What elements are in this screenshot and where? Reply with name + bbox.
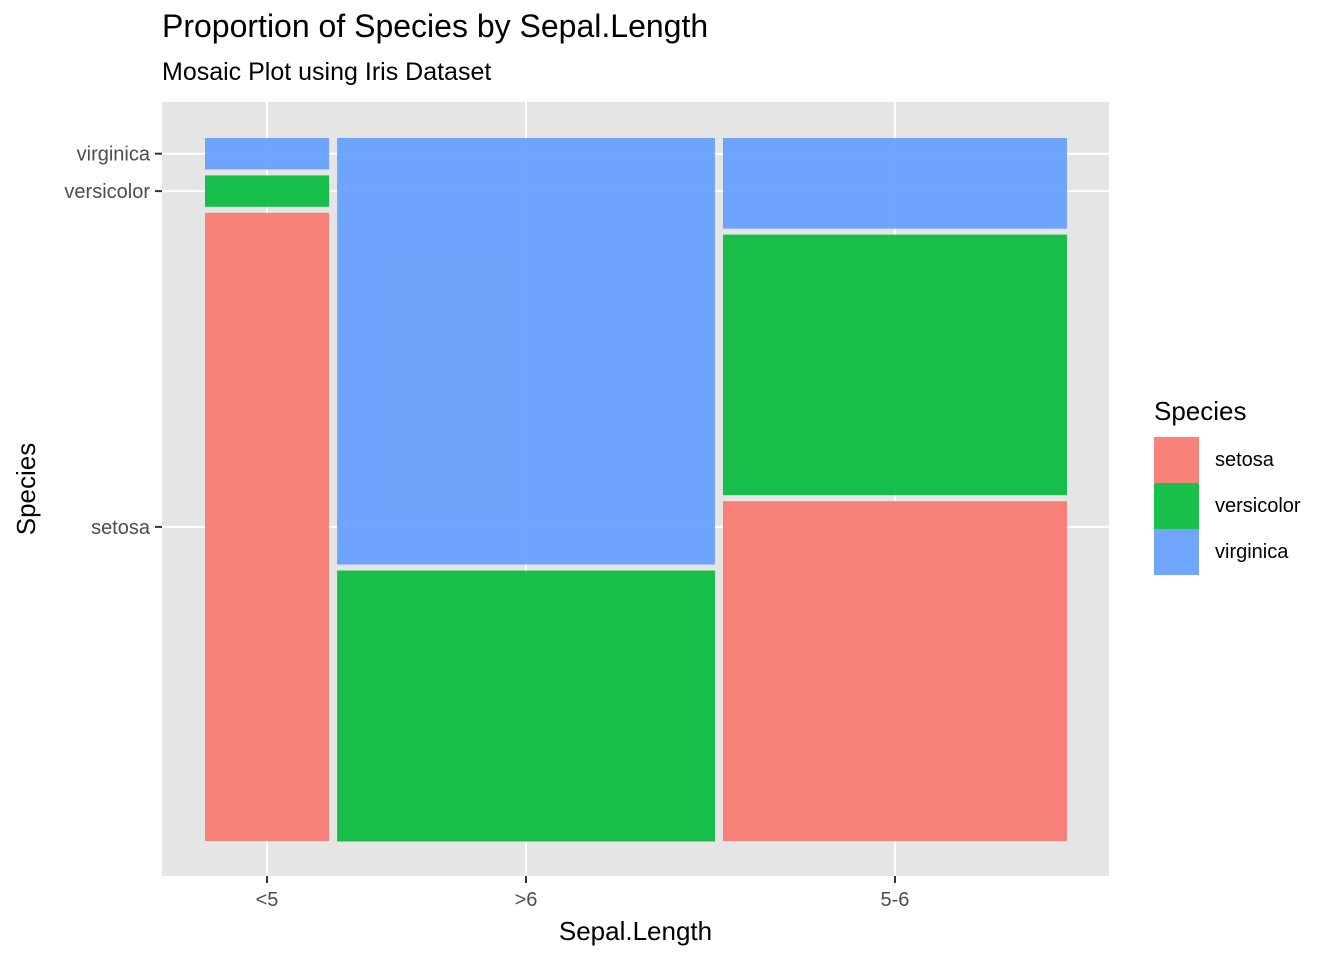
mosaic-tile-virginica-2 xyxy=(722,138,1067,229)
legend-key-versicolor xyxy=(1154,483,1199,529)
legend-label-virginica: virginica xyxy=(1215,540,1289,563)
chart-title: Proportion of Species by Sepal.Length xyxy=(162,8,709,44)
x-axis-title: Sepal.Length xyxy=(559,916,712,946)
legend-title: Species xyxy=(1154,396,1247,426)
x-tick-label-1: >6 xyxy=(515,889,538,911)
y-tick-label-setosa: setosa xyxy=(91,517,151,539)
y-axis-title: Species xyxy=(11,443,41,536)
x-tick-label-0: <5 xyxy=(256,889,279,911)
y-tick-label-versicolor: versicolor xyxy=(64,181,150,203)
legend-key-virginica xyxy=(1154,529,1199,575)
mosaic-tile-virginica-0 xyxy=(205,138,330,170)
mosaic-tile-versicolor-1 xyxy=(337,570,715,841)
legend: Species setosa versicolor virginica xyxy=(1154,396,1301,575)
legend-key-setosa xyxy=(1154,437,1199,483)
x-tick-label-2: 5-6 xyxy=(881,889,910,911)
y-tick-label-virginica: virginica xyxy=(77,144,151,166)
legend-item-versicolor: versicolor xyxy=(1154,483,1301,529)
legend-label-versicolor: versicolor xyxy=(1215,494,1301,517)
chart-subtitle: Mosaic Plot using Iris Dataset xyxy=(162,58,492,86)
legend-item-setosa: setosa xyxy=(1154,437,1301,483)
mosaic-tile-setosa-2 xyxy=(722,501,1067,841)
mosaic-tile-versicolor-0 xyxy=(205,175,330,207)
mosaic-tile-virginica-1 xyxy=(337,138,715,565)
mosaic-tile-setosa-0 xyxy=(205,212,330,841)
mosaic-tile-versicolor-2 xyxy=(722,234,1067,496)
legend-label-setosa: setosa xyxy=(1215,448,1274,471)
legend-item-virginica: virginica xyxy=(1154,529,1301,575)
